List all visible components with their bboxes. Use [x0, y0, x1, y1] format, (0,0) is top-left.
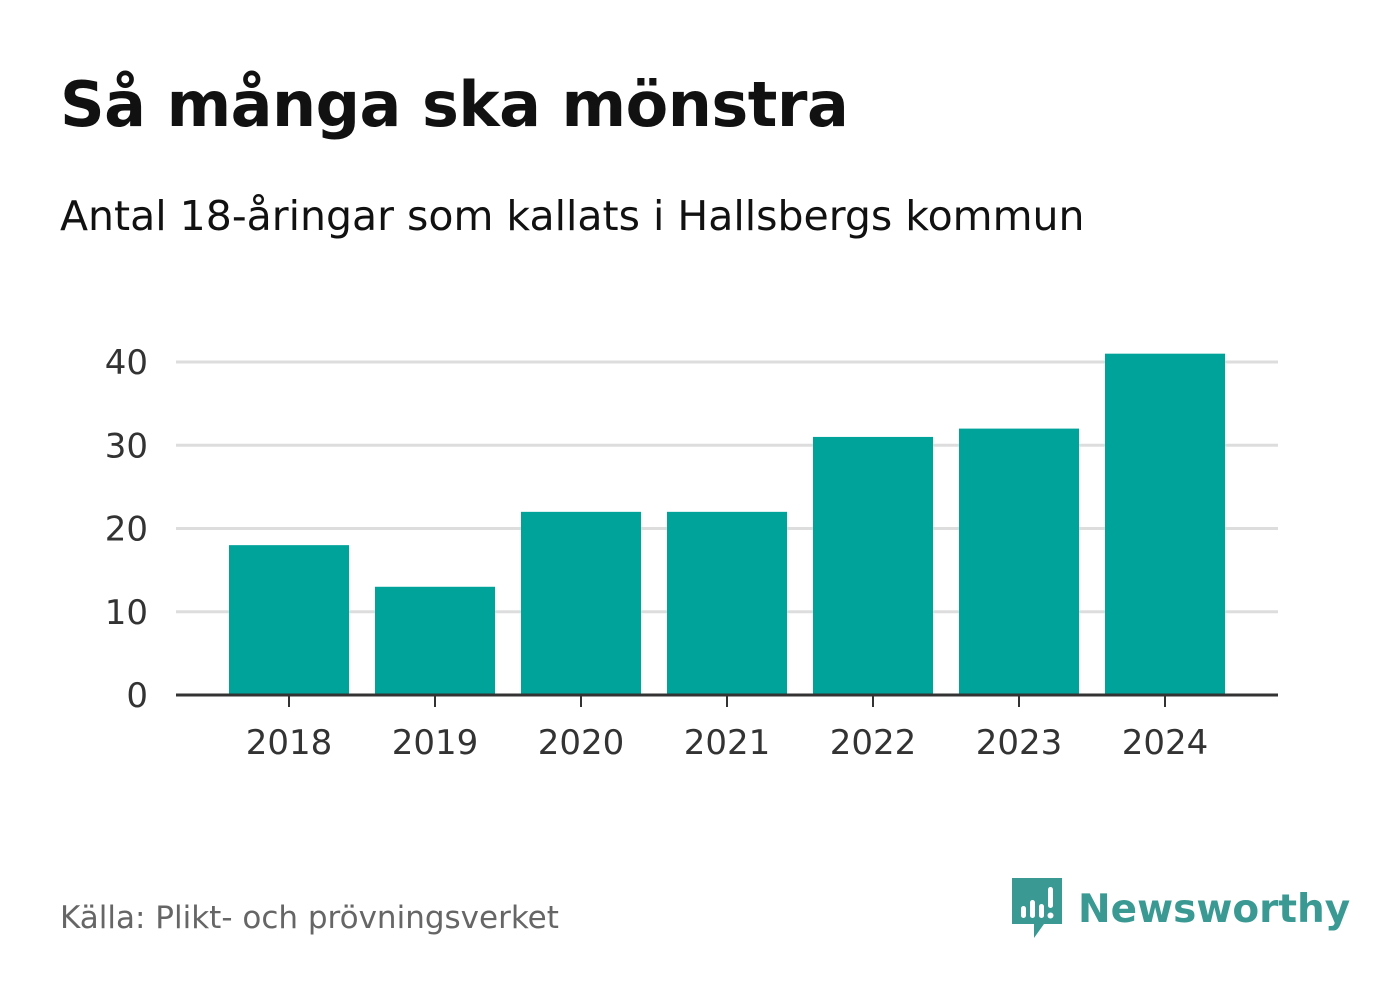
brand-logo: Newsworthy	[1012, 878, 1350, 940]
y-tick-label: 0	[126, 676, 148, 716]
bar-chart: 0 10 20 30 40 2018 2019 2020 2021 2022 2023 2024	[105, 343, 1278, 763]
y-tick-label: 30	[105, 426, 148, 466]
bar-2019	[375, 586, 495, 695]
bar-2024	[1105, 353, 1225, 695]
y-tick-label: 20	[105, 510, 148, 550]
brand-name: Newsworthy	[1078, 886, 1351, 932]
newsworthy-logo-icon	[1012, 878, 1062, 938]
bar-2020	[521, 511, 641, 695]
x-tick-label: 2021	[684, 723, 771, 763]
y-tick-label: 40	[105, 343, 148, 383]
x-tick-label: 2022	[830, 723, 917, 763]
axes: 0 10 20 30 40 2018 2019 2020 2021 2022 2023 2024	[105, 343, 1278, 763]
x-tick-label: 2020	[538, 723, 625, 763]
y-tick-label: 10	[105, 593, 148, 633]
x-tick-label: 2024	[1122, 723, 1209, 763]
x-tick-label: 2023	[976, 723, 1063, 763]
bar-2022	[813, 436, 933, 695]
bar-2018	[229, 545, 349, 695]
chart-subtitle: Antal 18-åringar som kallats i Hallsberg…	[60, 192, 1085, 240]
x-tick-label: 2018	[246, 723, 333, 763]
x-tick-label: 2019	[392, 723, 479, 763]
source-note: Källa: Plikt- och prövningsverket	[60, 900, 559, 936]
bar-2023	[959, 428, 1079, 695]
bar-2021	[667, 511, 787, 695]
chart-title: Så många ska mönstra	[60, 68, 849, 141]
bars	[229, 353, 1225, 695]
